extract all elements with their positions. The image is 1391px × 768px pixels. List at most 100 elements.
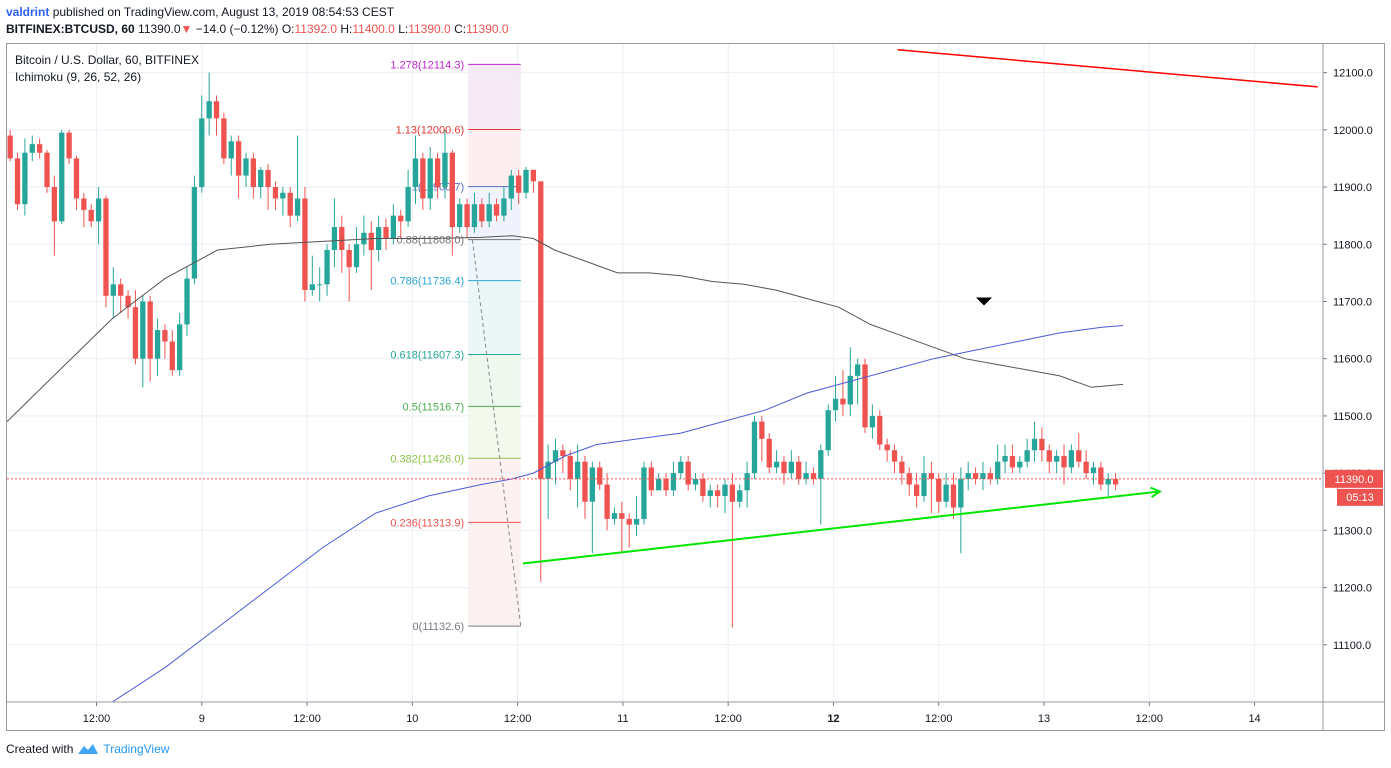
- author-link[interactable]: valdrint: [6, 5, 50, 19]
- candle-body: [560, 450, 566, 456]
- x-tick-label: 12: [827, 713, 839, 725]
- high-label: H:: [340, 22, 353, 36]
- y-tick-label: 11500.0: [1333, 411, 1372, 423]
- candle-body: [1076, 450, 1082, 462]
- legend-title: Bitcoin / U.S. Dollar, 60, BITFINEX: [15, 53, 199, 67]
- support-trend-line: [522, 490, 1160, 565]
- candle-body: [1068, 450, 1075, 468]
- candle-body: [317, 284, 323, 286]
- candle-body: [103, 198, 109, 296]
- y-tick-label: 12100.0: [1333, 68, 1373, 80]
- candle-body: [877, 415, 883, 445]
- candle-body: [626, 518, 632, 525]
- overlays: 11390.0 05:13: [7, 48, 1383, 565]
- close-value: 11390.0: [466, 22, 509, 36]
- candle-body: [213, 101, 220, 119]
- fib-level-label: 0.88(11808.0): [396, 235, 464, 247]
- candle-body: [1046, 450, 1052, 462]
- y-tick-label: 11900.0: [1333, 182, 1372, 194]
- candle-body: [958, 478, 964, 508]
- candle-body: [928, 473, 935, 479]
- candle-body: [552, 450, 559, 462]
- candle-body: [891, 450, 898, 462]
- candle-body: [368, 232, 374, 250]
- symbol-label: BITFINEX:BTCUSD, 60: [6, 22, 135, 36]
- tradingview-brand[interactable]: TradingView: [103, 742, 170, 756]
- x-tick-label: 12:00: [293, 713, 321, 725]
- candle-body: [353, 244, 360, 268]
- candle-body: [545, 461, 551, 479]
- fib-level-label: 0.5(11516.7): [403, 401, 465, 413]
- candle-body: [471, 204, 478, 228]
- candle-body: [840, 398, 846, 405]
- candle-body: [759, 421, 765, 439]
- candle-body: [479, 204, 485, 222]
- candle-body: [412, 158, 419, 188]
- fib-level-label: 0.786(11736.4): [390, 276, 464, 288]
- ohlc-bar: BITFINEX:BTCUSD, 60 11390.0▼ −14.0 (−0.1…: [6, 22, 509, 36]
- candle-body: [781, 461, 787, 474]
- fib-level-label: 1.278(12114.3): [390, 59, 464, 71]
- x-tick-label: 9: [199, 713, 205, 725]
- candle-body: [221, 118, 227, 159]
- candle-body: [331, 227, 338, 250]
- candle-body: [235, 141, 242, 176]
- x-tick-label: 12:00: [1136, 713, 1164, 725]
- candle-body: [95, 198, 102, 222]
- candle-body: [980, 473, 986, 479]
- candle-body: [147, 301, 153, 359]
- candle-body: [950, 484, 957, 508]
- fib-retracement[interactable]: 1.278(12114.3)1.13(12000.6)1(11900.7)0.8…: [390, 59, 522, 633]
- indicator-lines: [6, 235, 1124, 703]
- fib-band: [468, 522, 521, 627]
- candle-body: [1090, 467, 1097, 474]
- candle-body: [862, 364, 868, 428]
- candle-body: [582, 461, 588, 502]
- candle-body: [7, 135, 13, 159]
- candle-body: [987, 473, 993, 479]
- candle-body: [51, 187, 58, 222]
- candle-body: [906, 473, 912, 485]
- candle-body: [199, 118, 205, 188]
- candle-body: [516, 175, 522, 193]
- candle-body: [538, 181, 544, 479]
- candle-body: [110, 284, 116, 296]
- chart-frame[interactable]: [6, 43, 1385, 731]
- candle-body: [714, 490, 721, 497]
- candle-body: [1061, 455, 1067, 468]
- high-value: 11400.0: [352, 22, 395, 36]
- countdown-label: 05:13: [1346, 492, 1374, 504]
- y-tick-label: 11700.0: [1333, 296, 1372, 308]
- candle-body: [832, 398, 839, 411]
- candle-body: [1039, 438, 1045, 451]
- fib-level-label: 0(11132.6): [413, 621, 465, 633]
- x-tick-label: 13: [1038, 713, 1050, 725]
- candle-body: [523, 169, 529, 193]
- candle-body: [280, 192, 286, 199]
- candle-body: [457, 204, 463, 228]
- candle-body: [1053, 455, 1060, 462]
- candle-body: [250, 158, 257, 188]
- candle-body: [420, 158, 426, 199]
- candle-body: [899, 461, 905, 474]
- candle-body: [493, 204, 500, 216]
- y-tick-label: 11600.0: [1333, 354, 1372, 366]
- candle-body: [390, 215, 397, 239]
- candle-body: [921, 473, 927, 497]
- candle-body: [663, 478, 669, 491]
- close-label: C:: [454, 22, 467, 36]
- y-tick-label: 11300.0: [1333, 525, 1372, 537]
- candle-body: [744, 473, 750, 491]
- fib-level-label: 0.236(11313.9): [390, 517, 464, 529]
- x-tick-label: 11: [617, 713, 628, 725]
- candle-body: [678, 461, 684, 474]
- candle-body: [154, 330, 161, 359]
- resistance-trend-line: [897, 48, 1318, 88]
- fib-band: [468, 458, 521, 523]
- candle-body: [737, 490, 743, 502]
- candle-body: [1009, 455, 1016, 468]
- candle-body: [258, 169, 264, 188]
- candle-body: [567, 455, 573, 479]
- candle-body: [530, 169, 537, 182]
